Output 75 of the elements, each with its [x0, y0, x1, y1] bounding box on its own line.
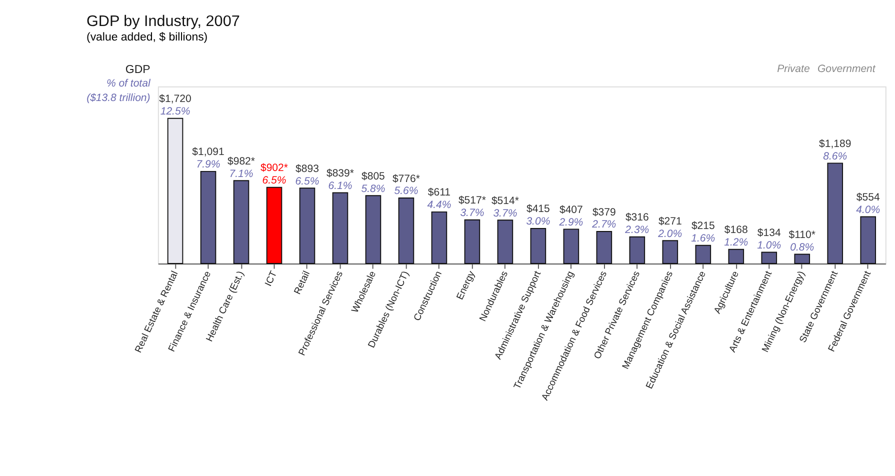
bar: [827, 162, 844, 264]
bar: [530, 228, 546, 264]
bar: [398, 198, 414, 264]
text: Private: [777, 63, 810, 76]
data-label: $514*: [491, 194, 519, 207]
data-label: $611: [428, 186, 451, 199]
annotation: 7.1%: [229, 168, 254, 180]
bar: [365, 195, 382, 264]
bar: [167, 118, 184, 264]
data-label: $168: [724, 224, 748, 236]
annotation: 3.7%: [460, 207, 484, 220]
chart-subtitle: (value added, $ billions): [86, 31, 208, 44]
bar: [794, 254, 810, 264]
annotation: 1.6%: [691, 232, 716, 245]
data-label: $1,091: [192, 146, 224, 158]
annotation: 2.9%: [558, 216, 584, 228]
bar: [431, 211, 448, 264]
data-label: $379: [592, 206, 616, 218]
data-label: $1,189: [819, 138, 852, 150]
bar: [761, 252, 778, 264]
x-tick-label: Retail: [292, 269, 313, 296]
bar: [266, 186, 282, 264]
bar: [860, 216, 876, 264]
annotation: 6.1%: [328, 180, 352, 192]
data-label: $554: [856, 191, 880, 204]
data-label: $271: [658, 215, 682, 228]
bar: [464, 219, 480, 264]
text: % of total: [106, 77, 151, 90]
data-label: $110*: [788, 228, 816, 241]
annotation: 4.4%: [427, 199, 452, 212]
text: Government: [817, 63, 876, 76]
data-label: $517*: [458, 194, 486, 207]
data-label: $1,720: [159, 93, 192, 106]
annotation: 2.7%: [591, 218, 616, 231]
data-label: $776*: [392, 172, 420, 185]
bar: [200, 170, 216, 264]
bar: [233, 180, 250, 264]
annotation: 4.0%: [856, 204, 880, 216]
annotation: 3.7%: [493, 207, 518, 220]
annotation: 2.3%: [624, 224, 650, 236]
annotation: 1.0%: [757, 239, 782, 252]
annotation: 5.6%: [394, 185, 418, 198]
chart-title: GDP by Industry, 2007: [86, 13, 240, 30]
bar: [728, 248, 744, 264]
annotation: 0.8%: [790, 241, 814, 254]
bar: [299, 188, 316, 264]
bar: [332, 192, 348, 264]
data-label: $415: [526, 203, 550, 216]
annotation: 12.5%: [160, 106, 190, 118]
annotation: 6.5%: [262, 174, 286, 187]
annotation: 2.0%: [657, 228, 682, 240]
data-label: $893: [296, 162, 320, 175]
annotation: 8.6%: [823, 150, 848, 162]
bar: [662, 240, 678, 264]
x-tick-label: ICT: [263, 269, 280, 288]
annotation: 1.2%: [724, 236, 748, 249]
bar: [596, 231, 612, 264]
data-label: $839*: [326, 167, 354, 180]
bar: [563, 228, 580, 264]
annotation: 7.9%: [196, 158, 220, 171]
data-label: $407: [559, 204, 584, 216]
data-label: $982*: [227, 155, 255, 168]
data-label: $902*: [260, 162, 288, 174]
data-label: $215: [691, 220, 715, 232]
text: ($13.8 trillion): [86, 92, 150, 104]
bar: [497, 220, 514, 264]
bar: [629, 236, 646, 264]
annotation: 3.0%: [526, 216, 550, 228]
text: GDP: [125, 64, 151, 76]
data-label: $805: [362, 170, 386, 182]
data-label: $134: [757, 226, 781, 239]
bar: [695, 244, 712, 264]
data-label: $316: [625, 212, 649, 224]
annotation: 6.5%: [295, 175, 320, 188]
annotation: 5.8%: [361, 182, 386, 195]
